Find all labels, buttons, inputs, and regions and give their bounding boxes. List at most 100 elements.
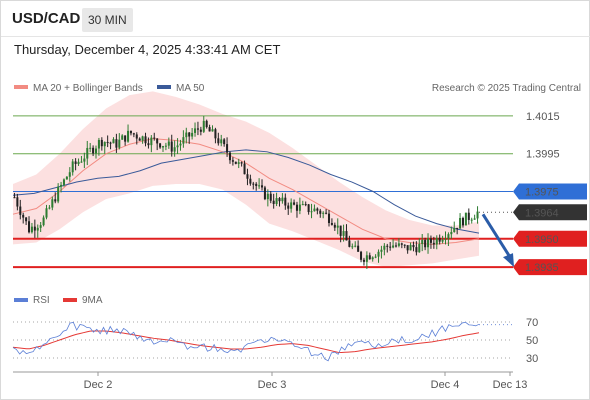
candle-body — [421, 240, 424, 245]
candle-body — [124, 135, 127, 142]
candle-body — [330, 223, 333, 225]
candle-body — [39, 225, 42, 228]
candle-body — [327, 213, 331, 224]
candle-body — [392, 245, 395, 248]
candle-body — [182, 137, 185, 144]
candle-body — [427, 238, 430, 248]
ma9-line — [12, 330, 480, 353]
candle-body — [237, 162, 240, 164]
candle-body — [461, 218, 465, 226]
candle-body — [100, 139, 103, 147]
candle-body — [51, 199, 54, 208]
bollinger-band — [13, 91, 479, 268]
candle-body — [438, 237, 441, 242]
candle-body — [83, 158, 86, 162]
candle-body — [22, 214, 25, 218]
candle-body — [226, 144, 229, 153]
timestamp: Thursday, December 4, 2025 4:33:41 AM CE… — [14, 42, 281, 57]
candle-body — [214, 129, 217, 139]
candle-body — [464, 212, 467, 226]
forecast-arrow-shaft — [481, 213, 512, 258]
candle-body — [456, 227, 459, 229]
candle-body — [115, 139, 118, 148]
candle-body — [412, 244, 415, 248]
ma20-legend-label: MA 20 + Bollinger Bands — [33, 83, 143, 94]
candle-body — [418, 244, 421, 253]
candle-body — [33, 226, 36, 231]
candle-body — [109, 142, 112, 144]
ma9-legend-swatch — [63, 298, 77, 302]
candle-body — [400, 243, 403, 245]
chart-header: USD/CAD 30 MIN — [1, 1, 590, 36]
candle-body — [470, 219, 473, 221]
candle-body — [429, 238, 432, 243]
candle-body — [263, 187, 266, 200]
candle-body — [345, 231, 348, 241]
candle-body — [476, 211, 479, 219]
candle-body — [409, 244, 412, 251]
candle-body — [441, 239, 444, 242]
candle-body — [132, 133, 135, 135]
candle-body — [424, 240, 427, 248]
x-tick-label: Dec 3 — [258, 379, 287, 391]
candle-body — [77, 161, 80, 164]
candle-body — [65, 176, 68, 180]
candle-body — [179, 143, 182, 146]
candle-body — [188, 132, 191, 137]
candle-body — [141, 136, 144, 141]
candle-body — [249, 178, 252, 184]
candle-body — [333, 224, 336, 228]
candle-body — [269, 193, 272, 201]
candle-body — [92, 147, 95, 154]
ma9-legend-label: 9MA — [82, 295, 103, 306]
candle-body — [354, 245, 357, 247]
candle-body — [406, 245, 409, 251]
candle-body — [278, 198, 281, 202]
level-tag-1-3975-bg — [513, 183, 587, 200]
price-panel: 1.4015 1.3995 1.3975 1.3964 1.3950 1.3935 — [12, 91, 587, 276]
candle-body — [217, 138, 220, 144]
rsi-panel: 70 50 30 — [12, 317, 538, 365]
candle-body — [36, 227, 39, 231]
rsi-legend-label: RSI — [33, 295, 50, 306]
level-tag-1-3964: 1.3964 — [525, 207, 559, 219]
ma20-legend-swatch — [14, 85, 28, 89]
rsi-legend: RSI 9MA — [14, 295, 103, 306]
candle-body — [293, 202, 296, 205]
candle-body — [258, 185, 261, 187]
candle-body — [60, 184, 63, 187]
candle-body — [450, 231, 453, 235]
candle-body — [89, 147, 92, 149]
rsi-line — [12, 321, 480, 362]
candle-body — [159, 143, 162, 148]
candle-body — [313, 208, 316, 212]
candle-body — [54, 199, 57, 202]
candle-body — [252, 183, 255, 185]
candle-body — [161, 146, 165, 148]
candle-body — [112, 139, 115, 144]
header-divider — [1, 36, 590, 37]
candle-body — [371, 257, 374, 260]
candle-body — [71, 161, 74, 173]
rsi-tick-70: 70 — [526, 317, 538, 329]
candle-body — [272, 200, 275, 204]
timeframe-badge[interactable]: 30 MIN — [82, 8, 133, 32]
candle-body — [234, 161, 237, 164]
candle-body — [290, 202, 293, 209]
candle-body — [467, 212, 470, 220]
level-tag-1-3975: 1.3975 — [525, 187, 559, 199]
candle-body — [129, 130, 132, 134]
candle-body — [150, 137, 153, 146]
candle-body — [444, 238, 447, 240]
candle-body — [153, 137, 156, 139]
candle-body — [342, 231, 345, 236]
candle-body — [62, 179, 65, 185]
candle-body — [106, 142, 109, 144]
candle-body — [403, 244, 406, 246]
candle-body — [45, 208, 48, 218]
x-tick-label: Dec 4 — [431, 379, 460, 391]
candle-body — [220, 139, 223, 144]
candle-body — [199, 129, 202, 132]
